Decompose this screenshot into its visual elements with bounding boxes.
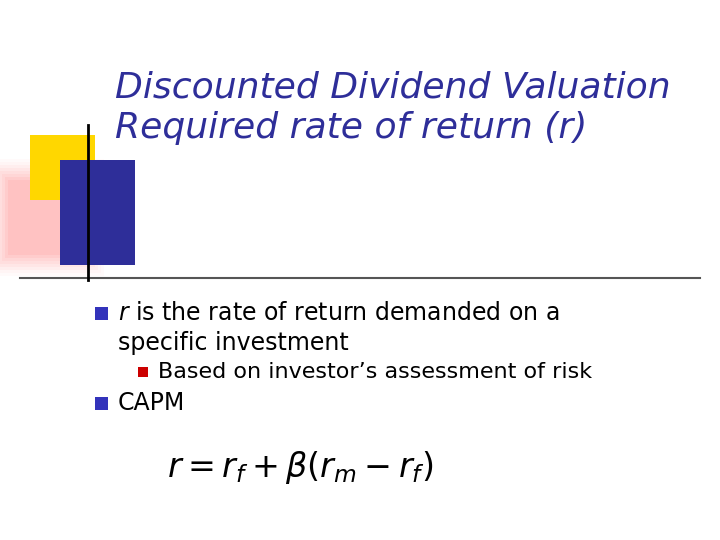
Bar xyxy=(0,171,92,264)
Bar xyxy=(8,180,83,255)
Bar xyxy=(0,165,98,270)
Bar xyxy=(95,307,108,320)
Text: $r = r_f + \beta(r_m - r_f)$: $r = r_f + \beta(r_m - r_f)$ xyxy=(167,449,433,487)
Text: Based on investor’s assessment of risk: Based on investor’s assessment of risk xyxy=(158,362,592,382)
Text: CAPM: CAPM xyxy=(118,391,185,415)
Bar xyxy=(138,367,148,377)
Bar xyxy=(5,177,86,258)
Bar xyxy=(0,159,104,276)
Text: specific investment: specific investment xyxy=(118,331,348,355)
Bar xyxy=(2,174,89,261)
Bar xyxy=(95,397,108,410)
Bar xyxy=(0,162,101,273)
Text: Discounted Dividend Valuation
Required rate of return (r): Discounted Dividend Valuation Required r… xyxy=(115,70,670,145)
Bar xyxy=(30,135,95,200)
Text: $r$ is the rate of return demanded on a: $r$ is the rate of return demanded on a xyxy=(118,301,559,325)
Bar xyxy=(60,160,135,265)
Bar xyxy=(0,168,95,267)
